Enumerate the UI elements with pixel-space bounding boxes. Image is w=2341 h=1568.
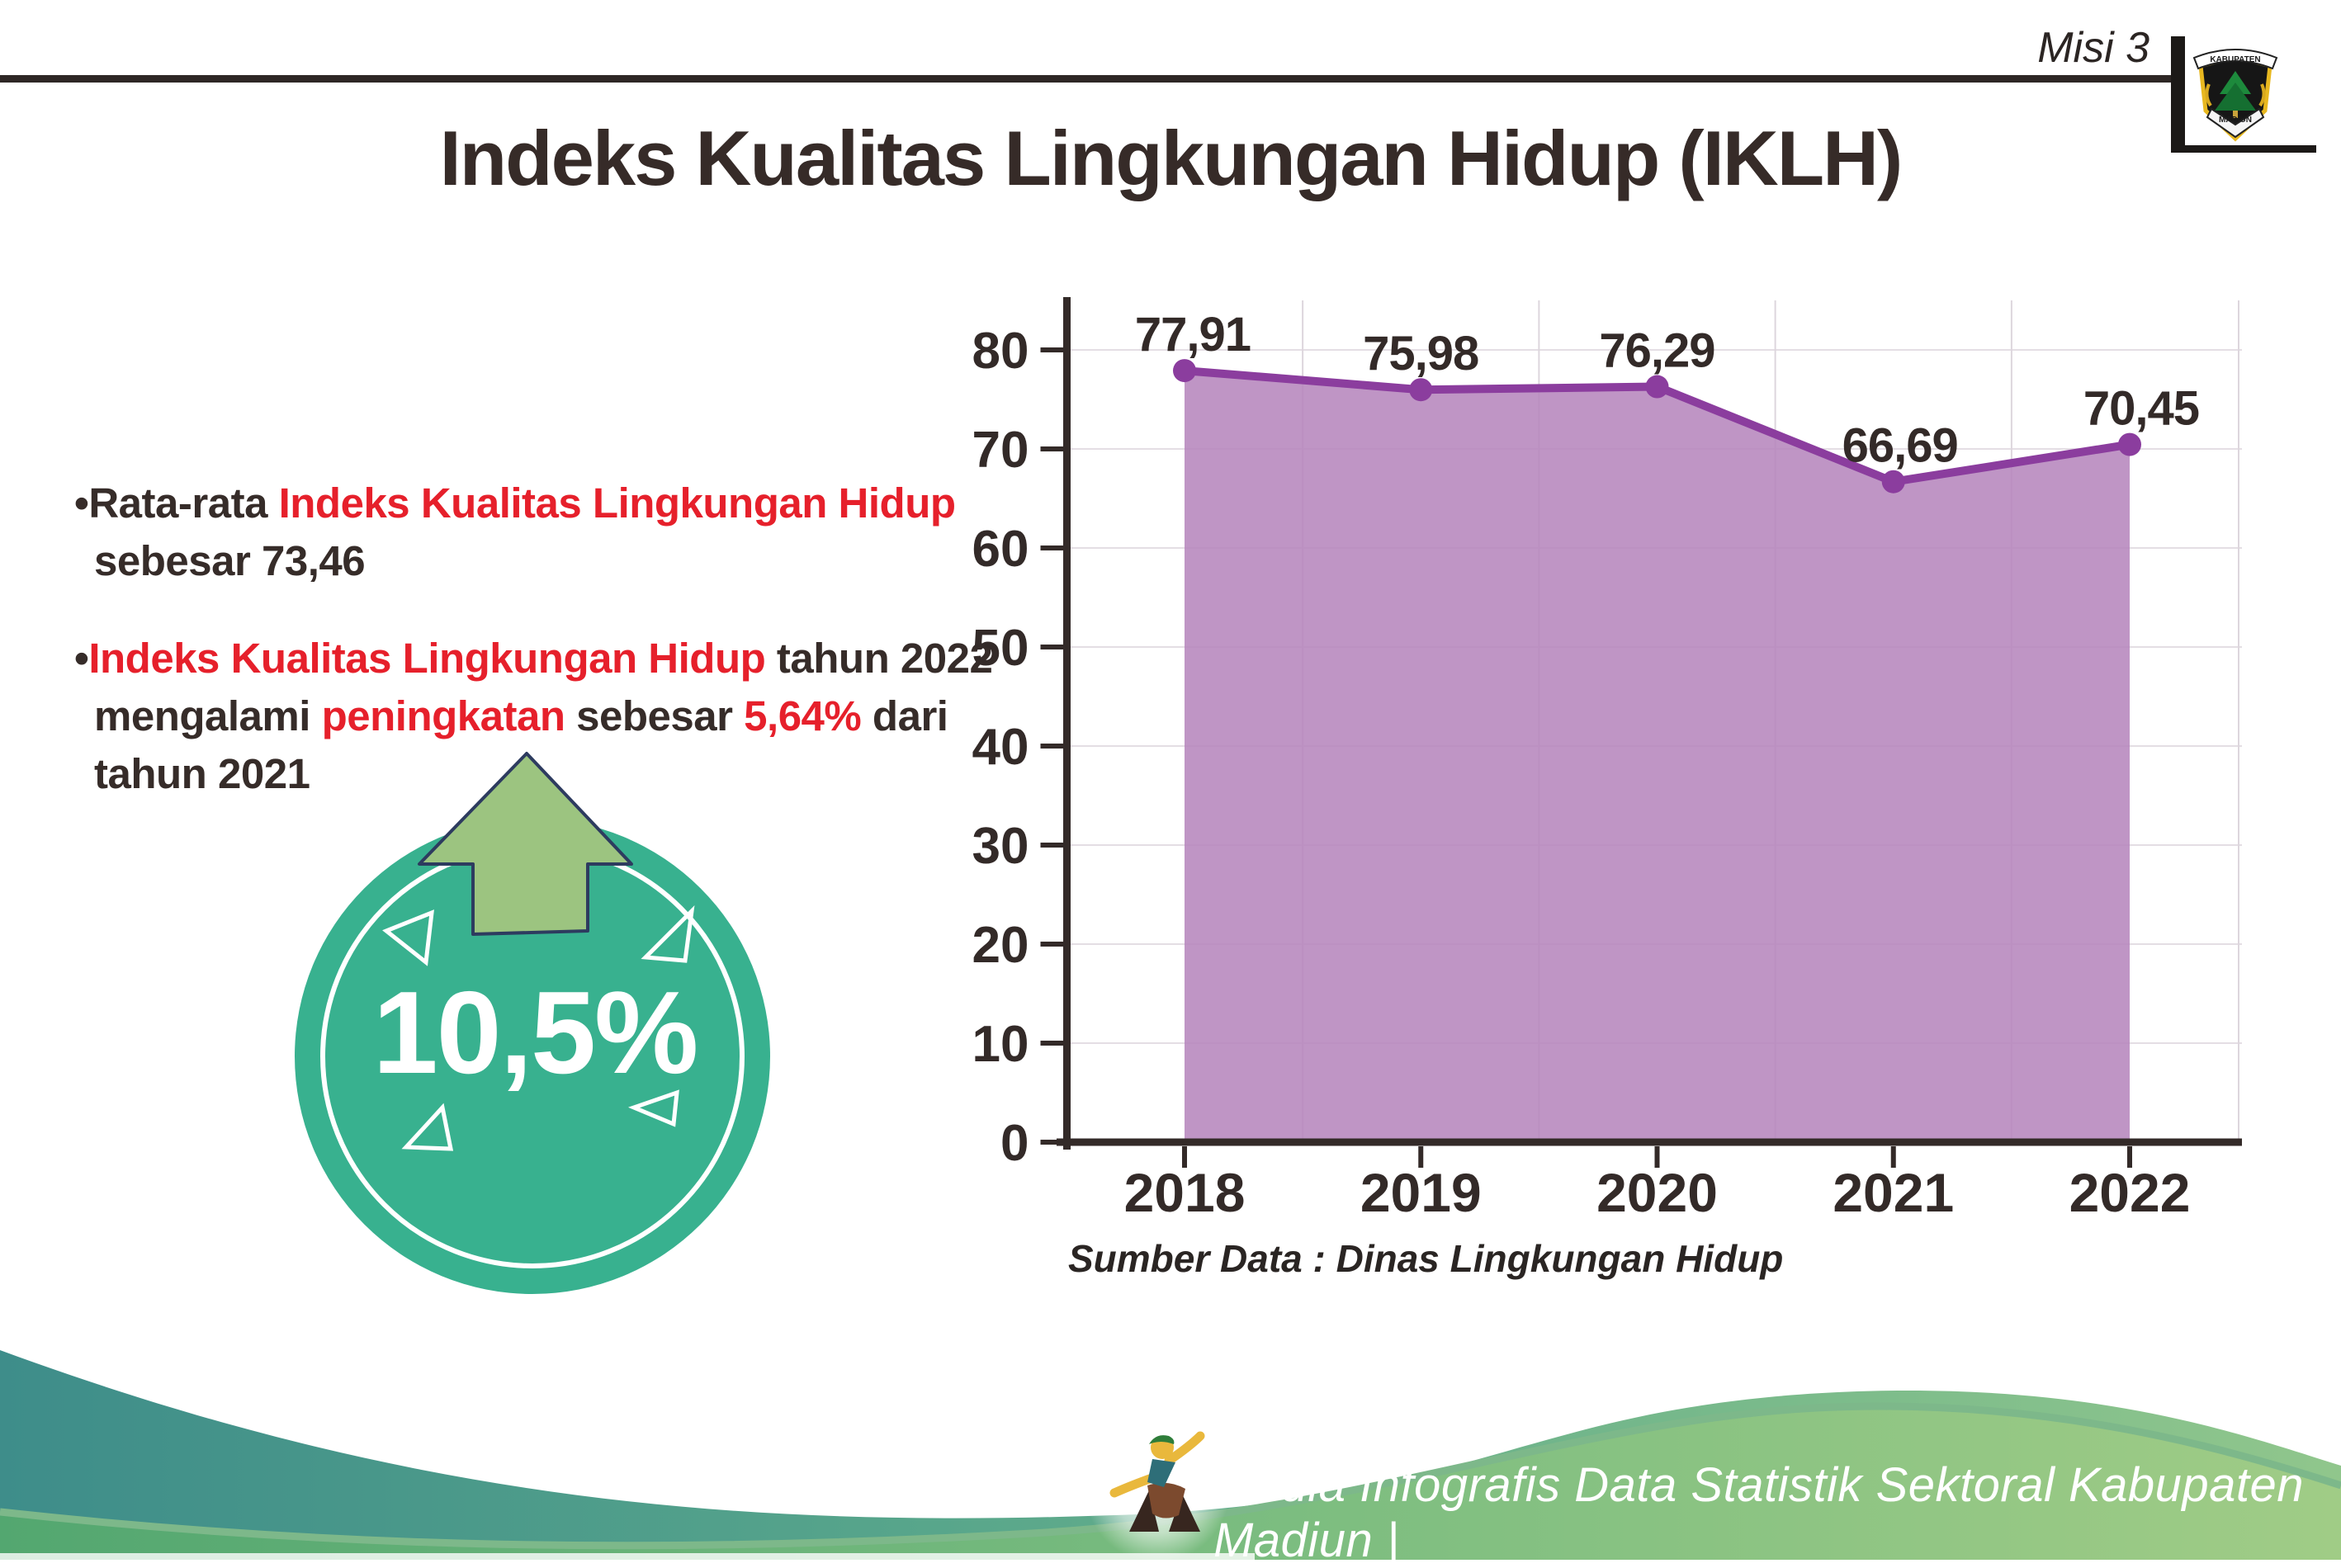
y-tick-label: 80 bbox=[972, 323, 1029, 380]
badge-circle bbox=[295, 819, 770, 1294]
area-fill bbox=[1185, 371, 2130, 1143]
x-axis-tick bbox=[1654, 1146, 1660, 1168]
bullet-text-segment: sebesar 73,46 bbox=[94, 537, 366, 584]
bullet-list: •Rata-rata Indeks Kualitas Lingkungan Hi… bbox=[74, 475, 1048, 803]
bullet-line: •Indeks Kualitas Lingkungan Hidup tahun … bbox=[74, 630, 1048, 687]
badge-decor-triangle bbox=[401, 1103, 454, 1151]
mascot-icon bbox=[1085, 1417, 1230, 1560]
data-point bbox=[1881, 470, 1905, 494]
y-tick-label: 30 bbox=[972, 818, 1029, 875]
badge-decor-triangle bbox=[382, 909, 434, 966]
data-point bbox=[2118, 432, 2141, 456]
bullet-text-segment: Indeks Kualitas Lingkungan Hidup bbox=[88, 635, 766, 682]
data-point bbox=[1409, 378, 1433, 402]
data-label: 70,45 bbox=[2083, 382, 2199, 436]
x-tick-label: 2022 bbox=[2069, 1162, 2191, 1223]
bullet-text-segment: sebesar bbox=[565, 692, 745, 739]
series-line bbox=[1180, 366, 2134, 486]
y-tick-label: 70 bbox=[972, 422, 1029, 479]
x-axis-line bbox=[1057, 1138, 2242, 1146]
mission-label: Misi 3 bbox=[2037, 24, 2149, 72]
increase-badge: 10,5% bbox=[295, 752, 770, 1294]
y-axis-tick bbox=[1040, 1140, 1064, 1145]
badge-decor-triangle bbox=[627, 1089, 679, 1127]
x-axis-tick bbox=[2127, 1146, 2132, 1168]
logo-frame-vertical bbox=[2171, 36, 2185, 152]
data-point bbox=[1645, 375, 1669, 399]
x-tick-label: 2019 bbox=[1360, 1162, 1482, 1223]
y-axis-tick bbox=[1040, 843, 1064, 848]
y-axis-tick bbox=[1040, 1041, 1064, 1046]
x-axis-tick bbox=[1182, 1146, 1187, 1168]
x-axis-tick bbox=[1890, 1146, 1896, 1168]
up-arrow-icon bbox=[418, 752, 633, 936]
data-point bbox=[1173, 359, 1196, 383]
data-label: 76,29 bbox=[1599, 324, 1714, 378]
footer-bottom-strip bbox=[0, 1553, 1255, 1560]
page-title: Indeks Kualitas Lingkungan Hidup (IKLH) bbox=[439, 115, 1904, 201]
bullet-line: mengalami peningkatan sebesar 5,64% dari bbox=[74, 687, 1048, 745]
x-tick-label: 2021 bbox=[1833, 1162, 1954, 1223]
x-tick-label: 2020 bbox=[1596, 1162, 1718, 1223]
bullet-line: tahun 2021 bbox=[74, 745, 1048, 803]
y-axis-line bbox=[1063, 297, 1071, 1150]
badge-decor-triangle bbox=[641, 905, 695, 963]
x-tick-label: 2018 bbox=[1124, 1162, 1246, 1223]
bullet-text-segment: • bbox=[74, 635, 89, 682]
data-label: 66,69 bbox=[1842, 419, 1958, 473]
bullet-text-segment: Indeks Kualitas Lingkungan Hidup bbox=[278, 479, 956, 527]
y-tick-label: 20 bbox=[972, 917, 1029, 974]
bullet-text-segment: •Rata-rata bbox=[74, 479, 279, 527]
data-label: 75,98 bbox=[1363, 327, 1478, 380]
y-axis-tick bbox=[1040, 446, 1064, 451]
logo-frame-horizontal bbox=[2171, 145, 2316, 153]
y-tick-label: 0 bbox=[1000, 1115, 1029, 1172]
bullet-text-segment: 5,64% bbox=[744, 692, 862, 739]
kabupaten-madiun-logo: KABUPATEN MADIUN bbox=[2192, 49, 2278, 142]
bullet-item: •Rata-rata Indeks Kualitas Lingkungan Hi… bbox=[74, 475, 1048, 590]
x-axis-tick bbox=[1418, 1146, 1424, 1168]
bullet-text-segment: peningkatan bbox=[321, 692, 565, 739]
y-axis-tick bbox=[1040, 347, 1064, 352]
bullet-text-segment: dari bbox=[861, 692, 948, 739]
data-label: 77,91 bbox=[1135, 308, 1251, 361]
bullet-text-segment: tahun 2021 bbox=[94, 750, 310, 797]
data-source-note: Sumber Data : Dinas Lingkungan Hidup bbox=[1068, 1237, 1784, 1280]
bullet-text-segment: mengalami bbox=[94, 692, 322, 739]
y-tick-label: 10 bbox=[972, 1016, 1029, 1073]
footer-credit: Media Infografis Data Statistik Sektoral… bbox=[1213, 1458, 2305, 1567]
badge-value: 10,5% bbox=[373, 967, 698, 1098]
bullet-line: •Rata-rata Indeks Kualitas Lingkungan Hi… bbox=[74, 475, 1048, 532]
logo-top-banner-text: KABUPATEN bbox=[2210, 55, 2260, 64]
header-rule bbox=[0, 75, 2171, 83]
logo-bottom-banner-text: MADIUN bbox=[2219, 116, 2252, 125]
bullet-text-segment: tahun 2022 bbox=[765, 635, 993, 682]
bullet-line: sebesar 73,46 bbox=[74, 532, 1048, 590]
bullet-item: •Indeks Kualitas Lingkungan Hidup tahun … bbox=[74, 630, 1048, 803]
y-axis-tick bbox=[1040, 942, 1064, 947]
